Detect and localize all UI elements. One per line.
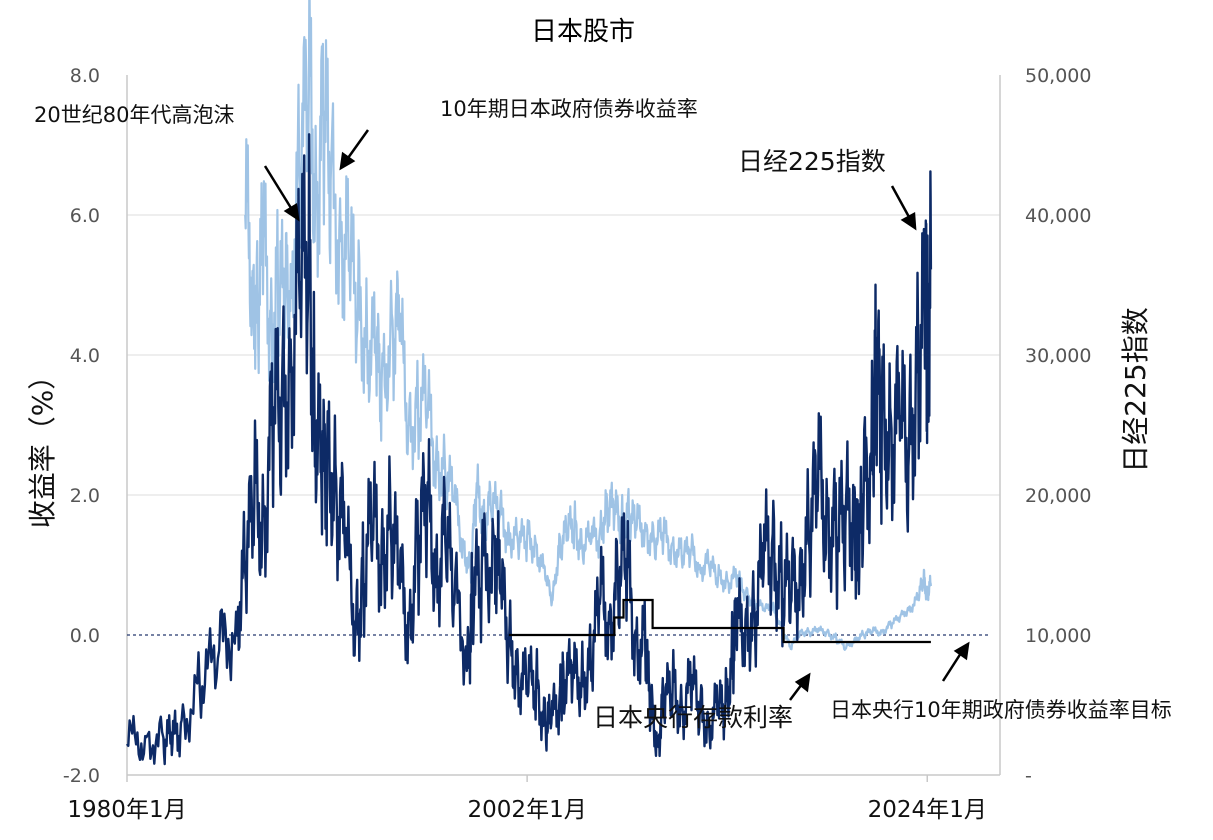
right-tick-label-5: -	[1025, 765, 1032, 787]
right-tick-labels: 50,000 40,000 30,000 20,000 10,000 -	[1025, 65, 1091, 787]
arrow-bubble	[263, 165, 293, 209]
arrow-boj-deposit-head	[794, 672, 811, 693]
annotation-nikkei: 日经225指数	[738, 147, 886, 176]
y-axis-label-left: 收益率（%）	[26, 362, 59, 529]
annotation-jgb: 10年期日本政府债券收益率	[440, 97, 698, 121]
left-tick-label-2: 4.0	[70, 345, 100, 367]
left-tick-label-5: -2.0	[63, 765, 100, 787]
left-tick-label-4: 0.0	[70, 625, 100, 647]
right-tick-label-0: 50,000	[1025, 65, 1091, 87]
series-line-jgb	[244, 0, 932, 651]
axes	[126, 75, 1001, 782]
y-axis-label-right: 日经225指数	[1119, 307, 1152, 472]
arrow-boj-target-head	[953, 641, 970, 661]
right-tick-label-3: 20,000	[1025, 485, 1091, 507]
annotation-bubble: 20世纪80年代高泡沫	[34, 103, 234, 127]
series-line-nikkei	[126, 133, 933, 766]
arrow-nikkei-head	[900, 211, 917, 231]
left-tick-label-0: 8.0	[70, 65, 100, 87]
arrow-jgb	[346, 129, 370, 159]
arrow-boj-target	[941, 652, 963, 682]
right-tick-label-2: 30,000	[1025, 345, 1091, 367]
x-tick-label-0: 1980年1月	[67, 797, 186, 823]
left-tick-label-1: 6.0	[70, 205, 100, 227]
right-tick-label-4: 10,000	[1025, 625, 1091, 647]
arrow-boj-deposit	[789, 683, 803, 701]
left-tick-labels: 8.0 6.0 4.0 2.0 0.0 -2.0	[63, 65, 100, 787]
series-lines	[126, 0, 933, 766]
annotation-boj-target: 日本央行10年期政府债券收益率目标	[830, 698, 1172, 722]
arrow-jgb-head	[339, 151, 356, 171]
right-tick-label-1: 40,000	[1025, 205, 1091, 227]
x-tick-labels: 1980年1月 2002年1月 2024年1月	[67, 797, 986, 823]
arrow-nikkei	[890, 185, 911, 218]
annotation-arrows	[263, 129, 970, 701]
x-tick-label-2: 2024年1月	[868, 797, 987, 823]
chart-title: 日本股市	[531, 17, 635, 47]
series-line-boj-deposit	[508, 598, 931, 644]
x-tick-label-1: 2002年1月	[468, 797, 587, 823]
left-tick-label-3: 2.0	[70, 485, 100, 507]
annotation-boj-deposit: 日本央行存款利率	[593, 703, 793, 732]
arrow-bubble-head	[283, 202, 300, 222]
